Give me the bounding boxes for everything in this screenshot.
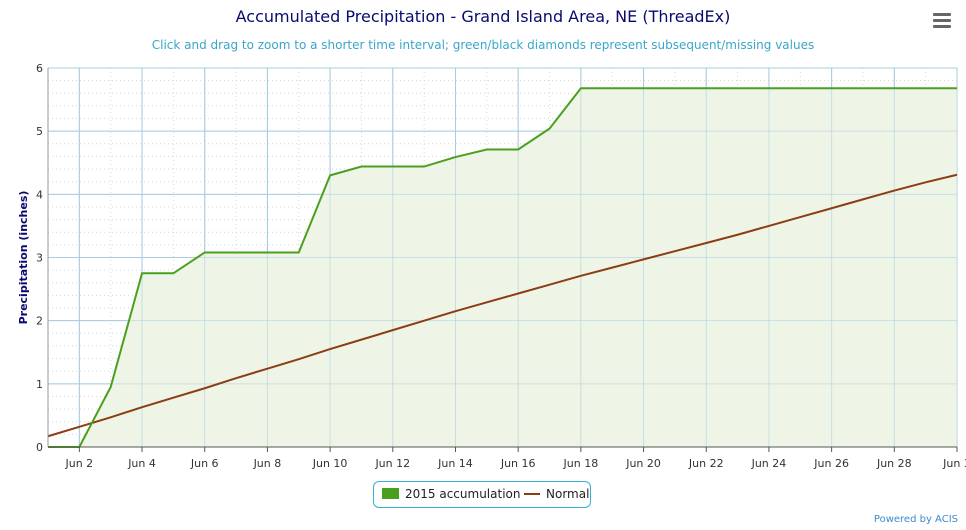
y-tick-label: 4 xyxy=(36,188,43,201)
x-tick-label: Jun 26 xyxy=(813,457,849,470)
y-tick-label: 3 xyxy=(36,252,43,265)
series-accumulation-line xyxy=(48,87,957,448)
x-tick-label: Jun 3 xyxy=(942,457,966,470)
y-tick-label: 0 xyxy=(36,441,43,454)
y-tick-label: 2 xyxy=(36,315,43,328)
legend-label-normal: Normal xyxy=(546,487,590,501)
x-tick-label: Jun 14 xyxy=(437,457,473,470)
chart-title: Accumulated Precipitation - Grand Island… xyxy=(235,7,731,26)
x-tick-label: Jun 6 xyxy=(190,457,219,470)
x-tick-label: Jun 12 xyxy=(374,457,410,470)
hamburger-menu-icon[interactable] xyxy=(930,10,954,32)
x-tick-label: Jun 24 xyxy=(751,457,787,470)
x-tick-label: Jun 18 xyxy=(563,457,599,470)
legend-swatch-accumulation xyxy=(382,488,399,499)
x-tick-label: Jun 4 xyxy=(127,457,156,470)
x-tick-label: Jun 22 xyxy=(688,457,724,470)
series-normal-line xyxy=(47,173,958,438)
x-tick-label: Jun 8 xyxy=(253,457,282,470)
chart-legend: 2015 accumulation Normal xyxy=(373,481,591,508)
legend-item-accumulation[interactable]: 2015 accumulation xyxy=(382,487,520,501)
legend-item-normal[interactable]: Normal xyxy=(524,487,589,501)
legend-label-accumulation: 2015 accumulation xyxy=(405,487,521,501)
x-tick-label: Jun 10 xyxy=(312,457,348,470)
x-tick-label: Jun 2 xyxy=(65,457,94,470)
x-tick-label: Jun 16 xyxy=(500,457,536,470)
credits-link[interactable]: Powered by ACIS xyxy=(873,514,958,525)
y-tick-label: 1 xyxy=(36,378,43,391)
chart-subtitle: Click and drag to zoom to a shorter time… xyxy=(151,38,815,52)
series-accumulation-area xyxy=(48,88,957,448)
x-tick-label: Jun 20 xyxy=(625,457,661,470)
y-axis-title: Precipitation (inches) xyxy=(17,191,30,325)
y-tick-label: 6 xyxy=(36,62,43,75)
y-tick-label: 5 xyxy=(36,125,43,138)
x-tick-label: Jun 28 xyxy=(876,457,912,470)
legend-swatch-normal xyxy=(524,493,540,495)
